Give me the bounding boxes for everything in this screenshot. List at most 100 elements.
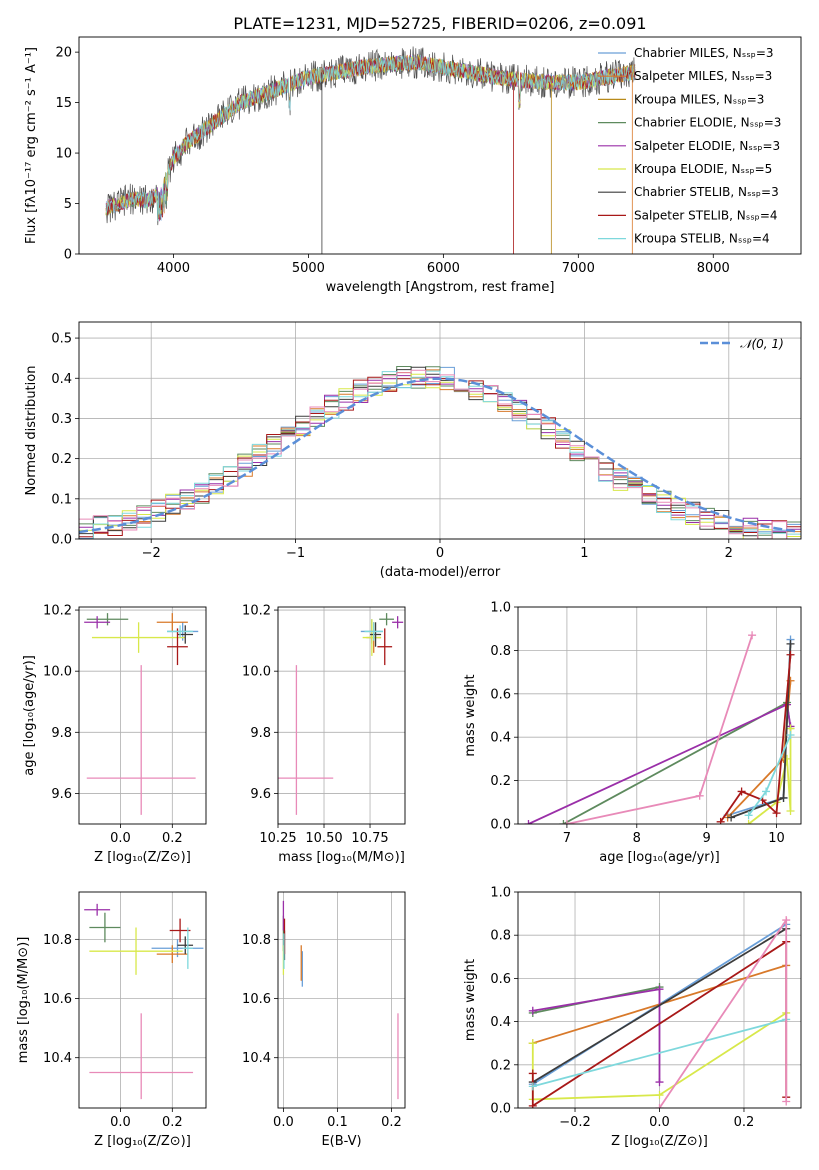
x-tick-label: 10.75 [351, 831, 388, 846]
mass-weight-marker [655, 1078, 664, 1087]
y-tick-label: 1.0 [490, 886, 511, 901]
y-axis-label: mass [log₁₀(M/M⊙)] [16, 937, 31, 1064]
x-tick-label: 0.2 [734, 1115, 755, 1130]
mass-weight-marker [772, 809, 781, 818]
panel-mass-vs-EBV: 0.0 0.1 0.2 10.4 10.6 10.8 E(B-V) [242, 891, 406, 1149]
plot-area [278, 613, 404, 815]
legend-entry: Salpeter STELIB, Nₛₛₚ=4 [634, 208, 778, 222]
y-tick-label: 10.4 [43, 1051, 72, 1066]
axes-frame [277, 891, 406, 1109]
panel-massweight-vs-Z: −0.2 0.0 0.2 0.0 0.2 0.4 0.6 0.8 1.0 Z [log₁₀(Z/Z… [463, 886, 802, 1149]
mass-weight-marker [528, 1082, 537, 1091]
mass-weight-marker [762, 787, 771, 796]
mass-weight-marker [783, 754, 792, 763]
plot-area [105, 46, 636, 254]
x-tick-label: 7000 [562, 261, 595, 276]
mass-weight-line [658, 917, 788, 1108]
y-tick-label: 0.2 [490, 1058, 511, 1073]
y-tick-label: 0.8 [490, 644, 511, 659]
mass-weight-line [532, 1018, 787, 1088]
y-tick-label: 15 [55, 96, 72, 111]
x-tick-label: 6000 [427, 261, 460, 276]
y-tick-label: 0.2 [51, 452, 72, 467]
mass-weight-marker [744, 811, 753, 820]
y-tick-label: 10.8 [43, 933, 72, 948]
axes-frame [78, 606, 207, 825]
mass-weight-marker [786, 639, 795, 648]
x-tick-label: 2 [725, 546, 733, 561]
y-axis-label: mass weight [463, 674, 478, 756]
mass-weight-marker [782, 916, 791, 925]
legend-entry: Chabrier MILES, Nₛₛₚ=3 [634, 46, 774, 60]
y-tick-label: 10.6 [242, 992, 271, 1007]
y-tick-label: 9.6 [51, 787, 72, 802]
y-tick-label: 9.8 [250, 726, 271, 741]
y-tick-label: 10.8 [242, 933, 271, 948]
mass-weight-line [532, 927, 787, 1083]
mass-weight-line [719, 654, 792, 823]
x-tick-label: −0.2 [559, 1115, 591, 1130]
axes-frame [78, 36, 802, 255]
y-tick-label: 0.8 [490, 929, 511, 944]
mass-weight-marker [562, 820, 571, 824]
mass-weight-marker [524, 820, 533, 824]
y-tick-label: 0.4 [490, 1015, 511, 1030]
mass-weight-marker [782, 1097, 791, 1106]
x-tick-label: 0.2 [162, 1115, 183, 1130]
spectrum-line [105, 46, 636, 226]
y-tick-label: 20 [55, 46, 72, 61]
mass-weight-marker [655, 985, 664, 994]
x-tick-label: 0.0 [110, 831, 131, 846]
panel-massweight-vs-age: 7 8 9 10 0.0 0.2 0.4 0.6 0.8 1.0 age [log₁₀(age/yr… [463, 601, 802, 865]
x-axis-label: E(B-V) [321, 1134, 361, 1149]
x-axis-label: (data-model)/error [380, 565, 501, 580]
mass-weight-marker [528, 1069, 537, 1078]
x-tick-label: 0.2 [162, 831, 183, 846]
x-tick-label: 8000 [697, 261, 730, 276]
x-tick-label: 10 [768, 831, 785, 846]
y-tick-label: 10.0 [43, 665, 72, 680]
x-tick-label: 5000 [292, 261, 325, 276]
y-tick-label: 10.2 [242, 604, 271, 619]
mass-weight-marker [786, 806, 795, 815]
mass-weight-line [566, 634, 753, 824]
x-tick-label: 4000 [157, 261, 190, 276]
plot-area [79, 366, 801, 539]
legend-entry: Chabrier STELIB, Nₛₛₚ=3 [634, 185, 779, 199]
mass-weight-marker [779, 793, 788, 802]
y-tick-label: 0.6 [490, 972, 511, 987]
mass-weight-marker [786, 650, 795, 659]
axes-frame [517, 606, 802, 825]
y-tick-label: 0.2 [490, 774, 511, 789]
x-tick-label: 0.0 [649, 1115, 670, 1130]
y-tick-label: 10 [55, 147, 72, 162]
mass-weight-marker [737, 787, 746, 796]
plot-area [282, 900, 399, 1100]
mass-weight-marker [695, 791, 704, 800]
y-axis-label: mass weight [463, 959, 478, 1041]
legend-entry: Salpeter MILES, Nₛₛₚ=3 [634, 69, 772, 83]
y-tick-label: 0.4 [490, 731, 511, 746]
x-tick-label: 10.25 [259, 831, 296, 846]
y-tick-label: 0.1 [51, 492, 72, 507]
x-tick-label: 10.50 [305, 831, 342, 846]
y-tick-label: 0 [64, 248, 72, 263]
x-axis-label: age [log₁₀(age/yr)] [599, 850, 720, 865]
y-axis-label: Normed distribution [24, 366, 39, 496]
spectrum-line [105, 54, 636, 222]
mass-weight-marker [716, 817, 725, 824]
plot-area [524, 631, 795, 824]
gaussian-reference-curve [79, 377, 799, 534]
panel-age-vs-Z: 0.0 0.2 9.6 9.8 10.0 10.2 Z [log₁₀(Z/Z⊙)] age [… [22, 604, 207, 865]
y-tick-label: 0.4 [51, 372, 72, 387]
y-tick-label: 9.8 [51, 726, 72, 741]
y-axis-label: Flux [fλ10⁻¹⁷ erg cm⁻² s⁻¹ A⁻¹] [24, 47, 39, 244]
y-tick-label: 5 [64, 197, 72, 212]
y-tick-label: 0.0 [490, 818, 511, 833]
mass-weight-marker [528, 1039, 537, 1048]
x-tick-label: 1 [580, 546, 588, 561]
y-tick-label: 0.0 [51, 533, 72, 548]
x-tick-label: 0.2 [381, 1115, 402, 1130]
panel-residuals: −2 −1 0 1 2 0.0 0.1 0.2 0.3 0.4 0.5 (data-model)/er… [24, 321, 802, 580]
